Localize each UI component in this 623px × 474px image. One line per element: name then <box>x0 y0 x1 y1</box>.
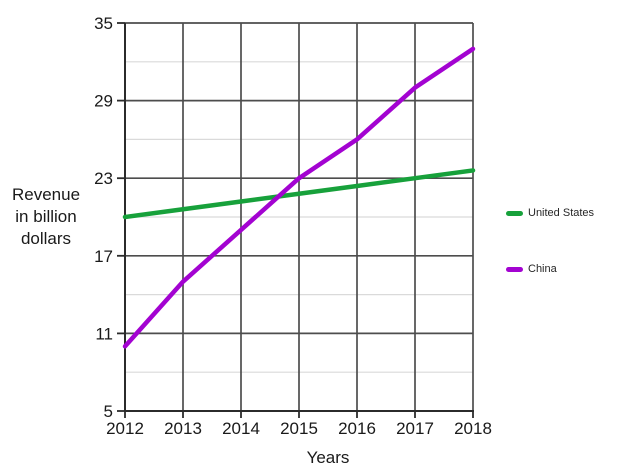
x-tick-label: 2013 <box>164 419 202 438</box>
x-tick-label: 2018 <box>454 419 492 438</box>
united-states-line-swatch-icon <box>506 210 523 216</box>
y-axis-title: Revenue in billion dollars <box>11 185 81 248</box>
legend-item-china: China <box>506 263 557 275</box>
y-tick-label: 29 <box>94 92 113 111</box>
x-tick-label: 2014 <box>222 419 260 438</box>
y-tick-label: 5 <box>104 402 113 421</box>
x-tick-label: 2015 <box>280 419 318 438</box>
legend-label-china: China <box>528 263 557 275</box>
legend-item-united-states: United States <box>506 207 594 219</box>
y-tick-label: 23 <box>94 169 113 188</box>
x-tick-label: 2017 <box>396 419 434 438</box>
y-tick-label: 35 <box>94 14 113 33</box>
x-tick-label: 2016 <box>338 419 376 438</box>
china-line-swatch-icon <box>506 266 523 272</box>
y-tick-label: 11 <box>95 324 113 343</box>
legend-label-united-states: United States <box>528 207 595 219</box>
x-tick-label: 2012 <box>106 419 144 438</box>
series-line-united-states <box>122 168 476 220</box>
x-axis-title: Years <box>306 448 350 467</box>
y-tick-label: 17 <box>94 247 113 266</box>
series-line-china <box>122 46 476 349</box>
